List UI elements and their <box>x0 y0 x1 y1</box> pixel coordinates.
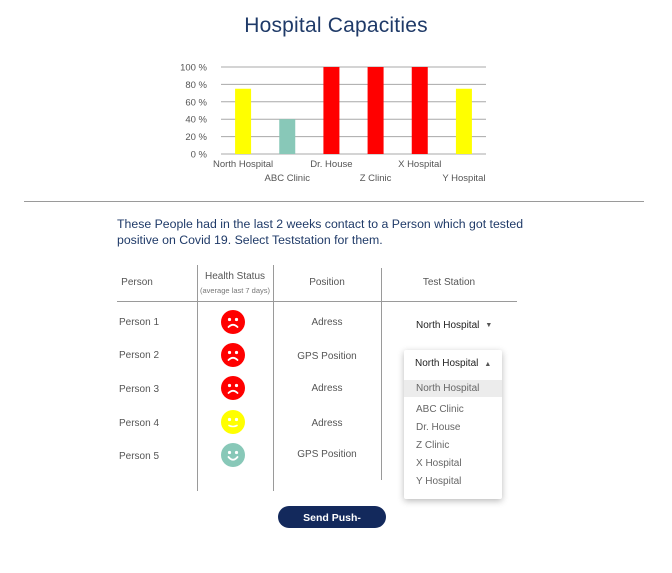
caret-down-icon: ▼ <box>485 322 493 329</box>
y-tick-label: 40 % <box>185 115 207 126</box>
y-tick-label: 60 % <box>185 97 207 108</box>
header-position: Position <box>309 277 345 288</box>
x-tick-label: North Hospital <box>213 159 273 170</box>
row-person-name: Person 3 <box>119 384 160 395</box>
page-title: Hospital Capacities <box>244 14 428 37</box>
neutral-face-icon <box>221 410 245 434</box>
x-tick-label: Z Clinic <box>360 173 392 184</box>
bar <box>279 119 296 154</box>
sad-face-icon <box>221 376 245 400</box>
x-tick-label: ABC Clinic <box>265 173 311 184</box>
dropdown-option-dr-house[interactable]: Dr. House <box>416 422 461 433</box>
row-position-link[interactable]: GPS Position <box>297 449 357 460</box>
header-health-sublabel: (average last 7 days) <box>199 286 271 295</box>
bar <box>455 88 472 154</box>
bar <box>411 67 428 154</box>
dropdown-option-z-clinic[interactable]: Z Clinic <box>416 440 450 451</box>
sad-face-icon <box>221 310 245 334</box>
header-health-status: Health Status (average last 7 days) <box>197 271 273 295</box>
row-position-link[interactable]: Adress <box>311 383 343 394</box>
header-test-station: Test Station <box>422 277 476 288</box>
row-position-link[interactable]: GPS Position <box>297 351 357 362</box>
dropdown-selected-value[interactable]: North Hospital ▲ <box>415 358 491 369</box>
x-tick-label: Dr. House <box>310 159 352 170</box>
happy-face-icon <box>221 443 245 467</box>
dropdown-option-abc-clinic[interactable]: ABC Clinic <box>416 404 464 415</box>
y-tick-label: 0 % <box>191 150 208 161</box>
row-position-link[interactable]: Adress <box>311 317 343 328</box>
test-station-select-value: North Hospital <box>416 320 480 331</box>
dropdown-option-x-hospital[interactable]: X Hospital <box>416 458 462 469</box>
table-column-divider <box>273 265 274 491</box>
bar <box>367 67 384 154</box>
table-header-divider <box>117 301 517 302</box>
bar <box>235 88 252 154</box>
header-person: Person <box>121 277 153 288</box>
x-tick-label: Y Hospital <box>442 173 485 184</box>
dropdown-selected-label: North Hospital <box>415 358 479 369</box>
section-divider <box>24 201 644 202</box>
bar <box>323 67 340 154</box>
hospital-capacity-chart: 0 % 20 % 40 % 60 % 80 % 100 % North Hospital AB… <box>180 63 486 184</box>
y-tick-label: 100 % <box>180 63 207 74</box>
row-person-name: Person 1 <box>119 317 160 328</box>
row-person-name: Person 4 <box>119 418 160 429</box>
row-person-name: Person 2 <box>119 350 160 361</box>
dropdown-option-y-hospital[interactable]: Y Hospital <box>416 476 462 487</box>
test-station-dropdown[interactable]: North Hospital ▲ North Hospital ABC Clini… <box>404 350 502 499</box>
y-tick-label: 80 % <box>185 80 207 91</box>
send-push-warning-button[interactable]: Send Push-Warning <box>278 506 386 546</box>
table-column-divider <box>381 268 382 480</box>
y-tick-label: 20 % <box>185 132 207 143</box>
caret-up-icon: ▲ <box>484 361 492 368</box>
row-position-link[interactable]: Adress <box>311 418 343 429</box>
intro-text: These People had in the last 2 weeks con… <box>117 217 524 247</box>
test-station-select[interactable]: North Hospital ▼ <box>416 320 492 331</box>
row-person-name: Person 5 <box>119 451 160 462</box>
sad-face-icon <box>221 343 245 367</box>
dropdown-option-north-hospital[interactable]: North Hospital <box>404 380 502 397</box>
x-tick-label: X Hospital <box>398 159 441 170</box>
table-column-divider <box>197 265 198 491</box>
header-health-label: Health Status <box>204 271 266 282</box>
